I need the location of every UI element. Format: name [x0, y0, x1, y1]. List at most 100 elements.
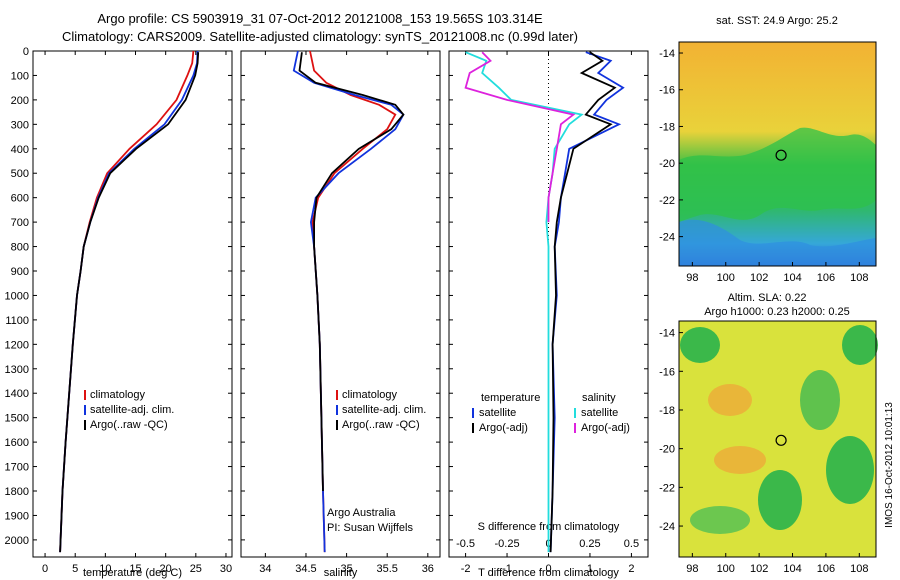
sla-lat-tick-label: -22 — [659, 482, 675, 494]
sla-lon-tick-label: 98 — [686, 563, 698, 575]
difference-legend-right-label-0: satellite — [581, 407, 618, 419]
sst-lon-tick-label: 104 — [783, 272, 801, 284]
depth-tick-label: 0 — [23, 46, 29, 58]
data-provider-note: PI: Susan Wijffels — [327, 522, 413, 534]
depth-tick-label: 600 — [11, 193, 29, 205]
temperature-axis-label: temperature (deg C) — [83, 567, 182, 579]
difference-legend-left-label-0: satellite — [479, 407, 516, 419]
sst-lon-tick-label: 98 — [686, 272, 698, 284]
sla-map-title-line2: Argo h1000: 0.23 h2000: 0.25 — [704, 306, 850, 318]
difference-panel: -2 -1 0 1 2-0.5 -0.25 0 0.25 0.5S difference fro… — [448, 50, 649, 579]
difference-legend-salinity-title: salinity — [582, 392, 616, 404]
sst-map-cold-region — [679, 219, 876, 266]
depth-tick-label: 1100 — [5, 315, 29, 327]
depth-tick-label: 1700 — [5, 462, 29, 474]
depth-tick-label: 1500 — [5, 413, 29, 425]
depth-tick-label: 1300 — [5, 364, 29, 376]
depth-tick-label: 800 — [11, 242, 29, 254]
sla-map-low-2 — [714, 446, 766, 474]
difference-legend-temperature-title: temperature — [481, 392, 540, 404]
depth-tick-label: 1000 — [5, 290, 29, 302]
difference-xtick-label: -2 — [461, 563, 471, 575]
salinity-xtick-label: 34.5 — [295, 563, 316, 575]
sla-lat-tick-label: -24 — [659, 521, 675, 533]
sla-map: Altim. SLA: 0.22 Argo h1000: 0.23 h2000:… — [659, 292, 878, 575]
temperature-xtick-label: 25 — [190, 563, 202, 575]
sla-lon-tick-label: 106 — [817, 563, 835, 575]
chart-subtitle: Climatology: CARS2009. Satellite-adjuste… — [62, 29, 578, 44]
depth-tick-label: 400 — [11, 144, 29, 156]
sla-map-high-2 — [842, 325, 878, 365]
sst-map-title: sat. SST: 24.9 Argo: 25.2 — [716, 15, 838, 27]
sla-lat-tick-label: -18 — [659, 405, 675, 417]
sst-lat-tick-label: -18 — [659, 121, 675, 133]
temperature-series-2 — [59, 52, 200, 553]
sst-lon-tick-label: 106 — [817, 272, 835, 284]
difference-legend-left-label-1: Argo(-adj) — [479, 422, 528, 434]
temperature-legend-label-1: satellite-adj. clim. — [90, 404, 174, 416]
sst-lat-tick-label: -14 — [659, 48, 675, 60]
difference-xtick-label: 2 — [628, 563, 634, 575]
depth-tick-label: 700 — [11, 217, 29, 229]
sla-map-low-1 — [708, 384, 752, 416]
depth-tick-label: 900 — [11, 266, 29, 278]
sla-lon-tick-label: 102 — [750, 563, 768, 575]
sst-lon-tick-label: 108 — [850, 272, 868, 284]
depth-tick-label: 1200 — [5, 339, 29, 351]
depth-tick-label: 1900 — [5, 510, 29, 522]
temperature-xtick-label: 5 — [72, 563, 78, 575]
depth-tick-label: 500 — [11, 168, 29, 180]
sla-lat-tick-label: -20 — [659, 444, 675, 456]
depth-tick-label: 100 — [11, 70, 29, 82]
difference-series-1 — [549, 51, 617, 553]
sla-map-high-6 — [690, 506, 750, 534]
difference-legend-right-label-1: Argo(-adj) — [581, 422, 630, 434]
difference-axis-label: T difference from climatology — [478, 567, 619, 579]
temperature-legend-label-2: Argo(..raw -QC) — [90, 419, 168, 431]
depth-tick-label: 300 — [11, 119, 29, 131]
salinity-panel: 34 34.5 35 35.5 36 salinity climatology satelli… — [240, 50, 441, 579]
depth-tick-label: 1800 — [5, 486, 29, 498]
sla-map-high-1 — [680, 327, 720, 363]
temperature-legend-label-0: climatology — [90, 389, 146, 401]
sla-lat-tick-label: -16 — [659, 366, 675, 378]
salinity-xtick-label: 34 — [259, 563, 271, 575]
depth-tick-label: 1400 — [5, 388, 29, 400]
depth-tick-label: 200 — [11, 95, 29, 107]
sst-lat-tick-label: -24 — [659, 232, 675, 244]
salinity-frame — [240, 50, 441, 558]
chart-title: Argo profile: CS 5903919_31 07-Oct-2012 … — [97, 11, 543, 26]
difference-top-tick-label: 0.5 — [624, 538, 639, 550]
difference-xtick-label: 1 — [587, 563, 593, 575]
salinity-xtick-label: 35.5 — [376, 563, 397, 575]
temperature-frame — [32, 50, 233, 558]
temperature-xtick-label: 10 — [99, 563, 111, 575]
sst-profile-marker — [775, 149, 787, 161]
sst-map: sat. SST: 24.9 Argo: 25.2 98 100 102 104 106… — [659, 15, 877, 284]
sla-map-high-3 — [800, 370, 840, 430]
sla-map-title-line1: Altim. SLA: 0.22 — [728, 292, 807, 304]
sla-map-high-5 — [826, 436, 874, 504]
data-provider-note: Argo Australia — [327, 507, 396, 519]
sst-lon-tick-label: 102 — [750, 272, 768, 284]
difference-top-tick-label: 0.25 — [579, 538, 600, 550]
salinity-legend-label-2: Argo(..raw -QC) — [342, 419, 420, 431]
sst-lon-tick-label: 100 — [717, 272, 735, 284]
sla-profile-marker — [775, 434, 787, 446]
difference-xtick-label: -1 — [502, 563, 512, 575]
salinity-series-2 — [298, 52, 405, 492]
sla-map-frame — [678, 320, 877, 558]
sst-map-frame — [678, 41, 877, 267]
sst-lat-tick-label: -16 — [659, 85, 675, 97]
depth-tick-label: 1600 — [5, 437, 29, 449]
sst-lat-tick-label: -20 — [659, 158, 675, 170]
sla-lon-tick-label: 100 — [717, 563, 735, 575]
sla-lat-tick-label: -14 — [659, 328, 675, 340]
temperature-panel: 0 100 200 300 400 500 600 700 800 900 1000 1100 1200… — [5, 46, 233, 579]
temperature-xtick-label: 30 — [220, 563, 232, 575]
imos-credit: IMOS 16-Oct-2012 10:01:13 — [884, 402, 895, 528]
depth-tick-label: 2000 — [5, 535, 29, 547]
salinity-legend-label-0: climatology — [342, 389, 398, 401]
temperature-xtick-label: 15 — [129, 563, 141, 575]
